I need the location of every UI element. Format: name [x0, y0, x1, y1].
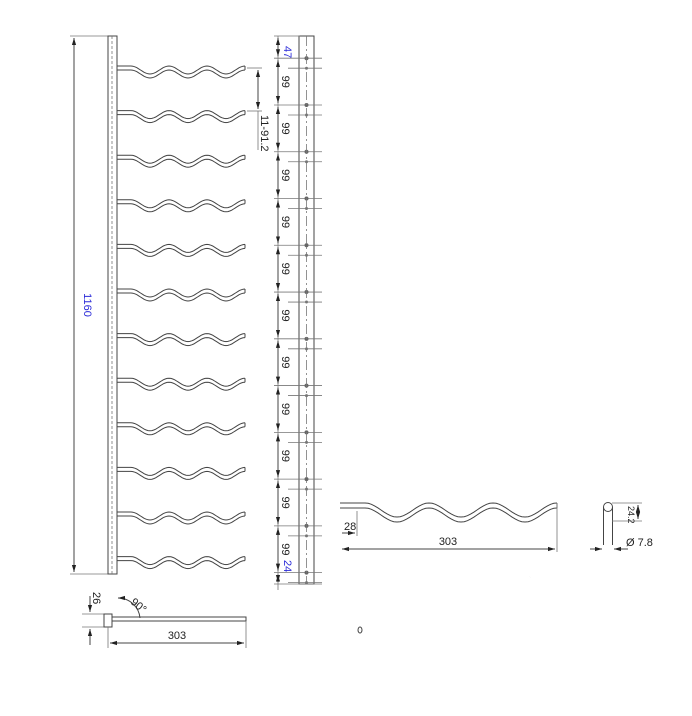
mounting-hole — [305, 207, 308, 211]
rod-outline — [340, 507, 558, 523]
rod — [117, 511, 246, 525]
rod — [117, 466, 246, 480]
rod-array — [117, 65, 246, 570]
rod-detail-view: 28 303 — [340, 502, 558, 552]
rod — [117, 377, 246, 391]
spacing-label: 99 — [279, 497, 291, 509]
spacing-label: 99 — [279, 169, 291, 181]
mounting-hole — [304, 477, 309, 482]
spacing-label: 99 — [279, 403, 291, 415]
spacing-label: 99 — [279, 543, 291, 555]
rod-outline — [340, 502, 558, 518]
rod-wave-height-label: 24.2 — [626, 506, 636, 524]
side-height-label: 26 — [90, 592, 102, 604]
vertical-post — [107, 35, 118, 575]
rod-section-view: 24.2 Ø 7.8 — [590, 502, 653, 552]
rod-isometric-view — [357, 575, 531, 634]
side-angle-label: 90° — [128, 596, 148, 616]
spacing-label: 99 — [279, 450, 291, 462]
spacing-label: 99 — [279, 216, 291, 228]
rod — [117, 243, 246, 257]
top-offset-label: 47 — [281, 46, 293, 58]
spacing-label: 99 — [279, 263, 291, 275]
spacing-label: 99 — [279, 76, 291, 88]
bracket-front-view: 47 24 99 99 99 99 99 99 99 99 99 99 99 — [274, 35, 322, 590]
rod — [117, 422, 246, 436]
side-view: 26 90° 303 — [82, 592, 247, 648]
mounting-hole — [305, 394, 308, 398]
mounting-hole — [305, 160, 308, 164]
mounting-hole — [304, 243, 309, 248]
spacing-label: 99 — [279, 309, 291, 321]
side-length-label: 303 — [168, 630, 186, 642]
rod — [117, 154, 246, 168]
spacing-label: 99 — [279, 122, 291, 134]
spacing-label: 99 — [279, 356, 291, 368]
rod-start-label: 28 — [344, 521, 356, 533]
rod-pitch-dimension: 11-91.2 — [247, 67, 270, 152]
rod-length-label: 303 — [439, 536, 457, 548]
mounting-hole — [305, 440, 308, 444]
rod — [117, 199, 246, 213]
rod — [117, 333, 246, 347]
overall-height-label: 1160 — [81, 293, 93, 317]
rod — [117, 556, 246, 570]
rod — [117, 110, 246, 124]
overall-height-dimension: 1160 — [70, 35, 112, 575]
rod-diameter-label: Ø 7.8 — [626, 537, 653, 549]
bottom-offset-label: 24 — [281, 560, 293, 572]
rod — [117, 288, 246, 302]
rod-pitch-label: 11-91.2 — [258, 115, 270, 152]
rod — [117, 65, 246, 79]
